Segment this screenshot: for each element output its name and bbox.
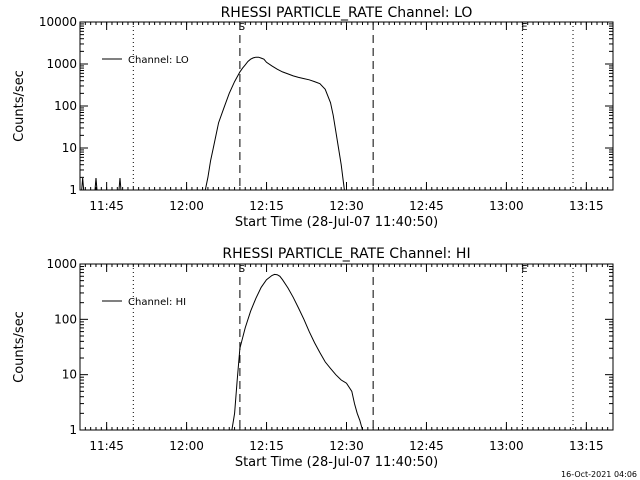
y-tick-label: 10 <box>62 141 77 155</box>
chart-title: RHESSI PARTICLE_RATE Channel: HI <box>222 246 470 262</box>
y-axis-label: Counts/sec <box>12 70 27 142</box>
y-tick-label: 1000 <box>46 57 77 71</box>
y-tick-label: 1000 <box>46 257 77 271</box>
x-tick-label: 12:45 <box>409 199 444 213</box>
time-marker-label: E <box>521 264 527 275</box>
x-axis-label: Start Time (28-Jul-07 11:40:50) <box>235 455 438 470</box>
x-tick-label: 12:00 <box>169 439 204 453</box>
data-spike <box>81 177 85 191</box>
series-line <box>231 273 363 431</box>
x-axis-label: Start Time (28-Jul-07 11:40:50) <box>235 215 438 230</box>
y-tick-label: 100 <box>54 99 77 113</box>
x-tick-label: 13:15 <box>569 439 604 453</box>
plot-frame <box>79 21 614 191</box>
x-tick-label: 11:45 <box>89 199 124 213</box>
plot-frame <box>79 263 614 431</box>
x-tick-label: 12:30 <box>329 439 364 453</box>
legend-label: Channel: HI <box>128 297 186 308</box>
time-marker-label: E <box>521 22 527 33</box>
chart-title: RHESSI PARTICLE_RATE Channel: LO <box>221 5 473 21</box>
x-tick-label: 12:45 <box>409 439 444 453</box>
x-tick-label: 12:15 <box>249 199 284 213</box>
series-line <box>204 56 345 191</box>
time-marker-label: S <box>239 22 245 33</box>
legend-label: Channel: LO <box>128 55 189 66</box>
x-tick-label: 11:45 <box>89 439 124 453</box>
x-tick-label: 13:00 <box>489 199 524 213</box>
time-marker-label: S <box>239 264 245 275</box>
data-spike <box>118 177 122 191</box>
x-tick-label: 12:00 <box>169 199 204 213</box>
x-tick-label: 12:15 <box>249 439 284 453</box>
x-tick-label: 13:00 <box>489 439 524 453</box>
y-tick-label: 10 <box>62 368 77 382</box>
footer-timestamp: 16-Oct-2021 04:06 <box>561 470 637 479</box>
y-tick-label: 10000 <box>39 15 77 29</box>
x-tick-label: 12:30 <box>329 199 364 213</box>
y-tick-label: 1 <box>69 183 77 197</box>
y-tick-label: 1 <box>69 423 77 437</box>
y-tick-label: 100 <box>54 312 77 326</box>
x-tick-label: 13:15 <box>569 199 604 213</box>
y-axis-label: Counts/sec <box>12 311 27 383</box>
data-spike <box>94 177 98 191</box>
